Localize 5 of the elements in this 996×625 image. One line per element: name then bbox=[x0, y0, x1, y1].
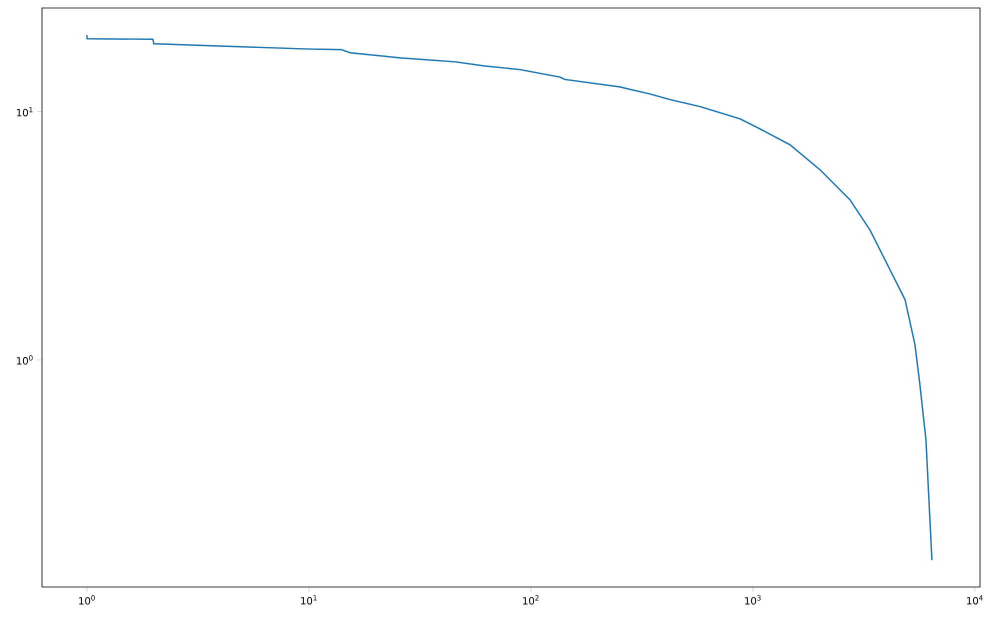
x-tick-label: 10$^{4}$ bbox=[967, 595, 983, 605]
x-tick-label: 10$^{2}$ bbox=[523, 595, 539, 605]
x-tick-label: 10$^{3}$ bbox=[745, 595, 761, 605]
x-tick-label: 10$^{1}$ bbox=[301, 595, 317, 605]
x-tick-label: 10$^{0}$ bbox=[79, 595, 95, 605]
